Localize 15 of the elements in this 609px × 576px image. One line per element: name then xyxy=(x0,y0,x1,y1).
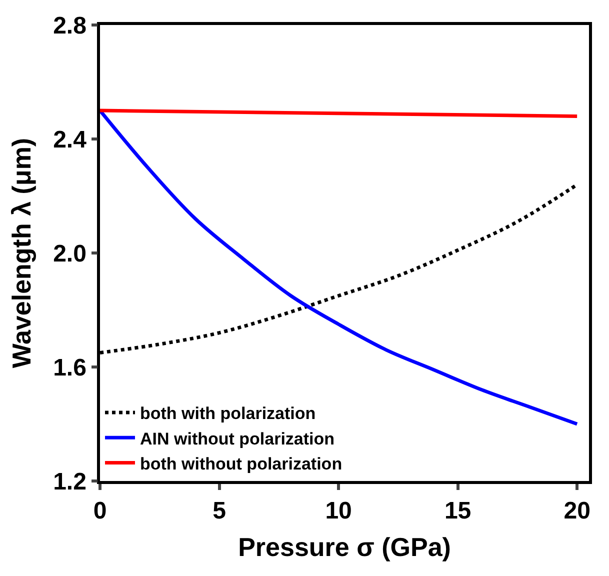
y-tick-label: 2.4 xyxy=(53,126,88,154)
legend-label: both without polarization xyxy=(140,454,342,474)
x-axis-title: Pressure σ (GPa) xyxy=(238,532,451,562)
x-tick-label: 10 xyxy=(325,498,352,525)
x-tick-label: 0 xyxy=(93,498,107,525)
x-tick-label: 20 xyxy=(564,498,590,525)
y-tick-label: 1.6 xyxy=(53,354,86,382)
x-tick-label: 15 xyxy=(444,498,472,525)
y-tick-label: 2.0 xyxy=(53,240,86,268)
y-tick-label: 2.8 xyxy=(53,12,86,40)
legend-label: both with polarization xyxy=(140,404,316,424)
legend-label: AIN without polarization xyxy=(140,429,335,448)
y-tick-label: 1.2 xyxy=(53,468,86,496)
y-axis-title: Wavelength λ (μm) xyxy=(6,138,36,368)
x-tick-label: 5 xyxy=(212,498,226,525)
